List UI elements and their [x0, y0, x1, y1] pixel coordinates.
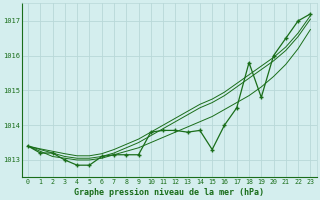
- X-axis label: Graphe pression niveau de la mer (hPa): Graphe pression niveau de la mer (hPa): [74, 188, 264, 197]
